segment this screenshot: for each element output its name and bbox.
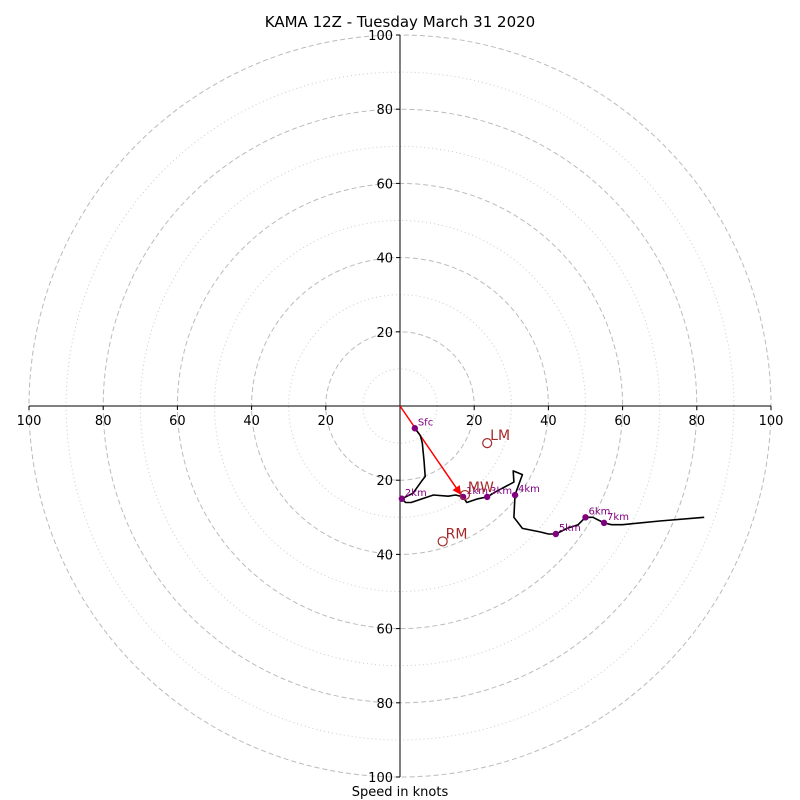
- hodograph-trace-line: [401, 427, 705, 535]
- y-tick-label-5: 20: [376, 474, 393, 489]
- y-tick-label-0: 100: [368, 29, 393, 44]
- x-tick-label-2: 60: [169, 414, 186, 429]
- y-tick-label-3: 40: [376, 252, 393, 267]
- y-tick-label-4: 20: [376, 326, 393, 341]
- x-tick-label-5: 20: [466, 414, 483, 429]
- tick-labels: 100 80 60 40 20 20 40 60 80 100 100 80 60 40 20 20 40 60 8…: [17, 29, 784, 786]
- y-tick-label-6: 40: [376, 548, 393, 563]
- x-tick-label-0: 100: [17, 414, 42, 429]
- y-tick-label-2: 60: [376, 177, 393, 192]
- motion-marker-lm: [482, 438, 493, 449]
- chart-title: KAMA 12Z - Tuesday March 31 2020: [265, 13, 535, 31]
- motion-marker-mw: [459, 489, 471, 501]
- height-label-sfc: Sfc: [418, 417, 433, 428]
- shear-vector-arrowhead: [452, 485, 462, 496]
- motion-label-rm: RM: [446, 526, 468, 542]
- height-marker-sfc: [411, 425, 419, 432]
- x-tick-label-4: 20: [318, 414, 335, 429]
- height-label-4km: 4km: [518, 484, 540, 495]
- y-tick-label-7: 60: [376, 623, 393, 638]
- height-label-6km: 6km: [589, 506, 611, 517]
- height-label-1km: 1km: [466, 486, 488, 497]
- x-tick-label-9: 100: [759, 414, 784, 429]
- height-marker-4km: [511, 491, 519, 499]
- x-tick-label-7: 60: [614, 414, 631, 429]
- height-marker-7km: [600, 519, 608, 527]
- height-marker-6km: [582, 514, 589, 521]
- x-tick-label-8: 80: [689, 414, 706, 429]
- shear-vector-line: [399, 405, 462, 496]
- height-label-5km: 5km: [559, 523, 581, 534]
- storm-motion-markers: LM RM MW: [437, 428, 510, 547]
- x-axis-label: Speed in knots: [352, 785, 449, 800]
- height-marker-3km: [483, 493, 491, 501]
- x-tick-label-3: 40: [243, 414, 260, 429]
- y-tick-label-1: 80: [376, 103, 393, 118]
- height-marker-5km: [552, 530, 560, 538]
- wind-trace: [401, 427, 705, 535]
- motion-marker-rm: [437, 536, 448, 547]
- y-tick-label-9: 100: [368, 771, 393, 786]
- y-tick-label-8: 80: [376, 697, 393, 712]
- motion-label-mw: MW: [468, 480, 494, 496]
- height-label-7km: 7km: [607, 512, 629, 523]
- x-tick-label-6: 40: [540, 414, 557, 429]
- motion-label-lm: LM: [490, 428, 510, 444]
- x-tick-label-1: 80: [95, 414, 112, 429]
- height-marker-2km: [398, 495, 406, 502]
- height-label-2km: 2km: [405, 488, 427, 499]
- height-label-3km: 3km: [490, 486, 512, 497]
- shear-vector: [399, 405, 462, 496]
